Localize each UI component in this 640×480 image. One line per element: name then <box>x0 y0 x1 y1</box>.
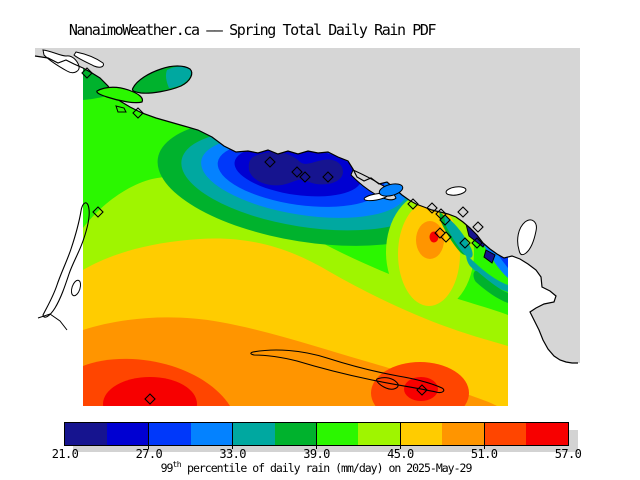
station-marker <box>264 156 276 168</box>
station-marker <box>322 171 334 183</box>
station-marker <box>407 198 419 210</box>
colorbar-caption: 99th percentile of daily rain (mm/day) o… <box>160 460 473 475</box>
station-marker <box>472 221 484 233</box>
river-line <box>37 313 68 331</box>
lake-on-land-coastal <box>445 186 467 196</box>
colorbar-tick-label: 57.0 <box>554 447 582 461</box>
lake-small-oval <box>70 279 82 297</box>
island-texada-outline <box>131 65 193 94</box>
colorbar-tick <box>148 423 150 449</box>
colorbar-segment-2 <box>148 423 191 445</box>
coastal-navy-islet-3 <box>483 249 496 264</box>
colorbar-tick <box>483 423 485 449</box>
colorbar-tick <box>316 423 317 449</box>
lake-long-southwest <box>42 202 90 318</box>
hotspot-red-core <box>429 231 439 243</box>
colorbar-segment-6 <box>316 423 359 445</box>
colorbar-segment-9 <box>442 423 485 445</box>
colorbar-tick-label: 45.0 <box>387 447 414 461</box>
contour-core-red-southwest-maximum <box>103 377 197 406</box>
inlet-northwest-2 <box>73 51 104 68</box>
station-marker <box>416 384 428 396</box>
colorbar-tick <box>232 423 234 449</box>
caption-rest: percentile of daily rain (mm/day) on 202… <box>181 460 472 475</box>
colorbar-segment-8 <box>400 423 443 445</box>
colorbar-tick-label: 33.0 <box>219 447 246 461</box>
station-marker <box>457 206 469 218</box>
station-marker <box>144 393 156 405</box>
caption-number: 99 <box>160 460 174 475</box>
station-marker <box>426 202 438 214</box>
station-markers <box>81 67 484 405</box>
island-denman <box>96 86 144 104</box>
plot-title: NanaimoWeather.ca —— Spring Total Daily … <box>68 21 437 39</box>
mainland-fill <box>35 48 580 363</box>
inlet-lens-blue <box>378 183 404 197</box>
coastal-streak-green <box>473 271 508 303</box>
station-marker <box>459 237 471 249</box>
hotspot-orange-core <box>416 221 444 259</box>
colorbar-tick-label: 27.0 <box>135 447 163 461</box>
colorbar-segment-11 <box>526 423 569 445</box>
caption-superscript: th <box>172 460 182 469</box>
colorbar-segment-5 <box>274 423 317 445</box>
station-marker <box>434 227 446 239</box>
station-marker <box>81 67 93 79</box>
colorbar-tick <box>399 423 401 449</box>
colorbar-tick-label: 39.0 <box>303 447 330 461</box>
station-marker <box>440 231 452 243</box>
station-marker <box>471 237 483 249</box>
islet-small <box>115 105 127 113</box>
island-texada-teal-end <box>165 66 192 88</box>
colorbar-segment-3 <box>190 423 233 445</box>
colorbar-segment-1 <box>106 423 149 445</box>
colorbar-tick-label: 51.0 <box>470 447 498 461</box>
colorbar-segment-10 <box>484 423 527 445</box>
colorbar-tick-label: 21.0 <box>51 447 79 461</box>
colorbar-segment-4 <box>232 423 275 445</box>
colorbar-segment-7 <box>358 423 401 445</box>
lake-loop-south <box>376 377 399 390</box>
station-marker <box>299 171 311 183</box>
lake-on-land-east <box>517 219 537 256</box>
coastal-streak-teal <box>466 255 508 292</box>
islands <box>96 65 404 197</box>
station-marker <box>132 107 144 119</box>
station-marker <box>291 166 303 178</box>
lake-long-south-central <box>250 349 445 394</box>
colorbar-segment-0 <box>65 423 107 445</box>
station-marker <box>439 214 451 226</box>
station-marker <box>92 206 104 218</box>
lake-outlines <box>37 202 445 394</box>
